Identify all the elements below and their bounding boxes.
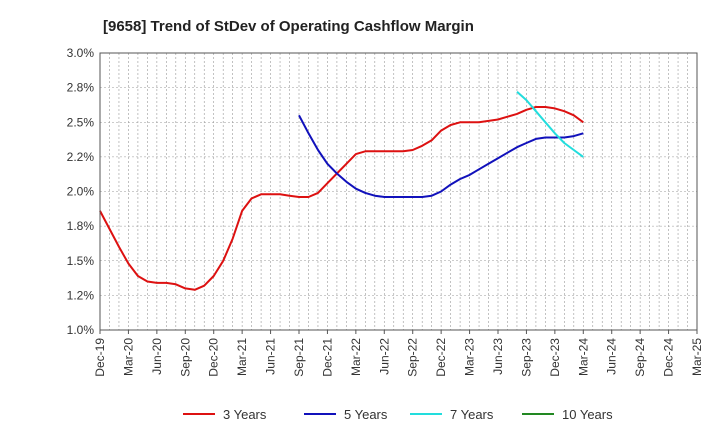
y-tick-label: 2.0% [67,185,95,199]
series-line-5-years [298,114,584,198]
legend-label: 5 Years [344,407,388,422]
legend-label: 10 Years [562,407,613,422]
grid [100,53,697,330]
plot-frame [99,52,698,331]
series-line-7-years [516,91,584,158]
y-tick-label: 1.0% [67,323,95,337]
x-tick-label: Dec-21 [320,338,334,377]
x-tick-label: Mar-23 [463,338,477,376]
x-tick-label: Mar-20 [121,338,135,376]
x-tick-label: Jun-21 [264,338,278,375]
y-tick-label: 1.5% [67,254,95,268]
x-tick-label: Sep-23 [519,338,533,377]
x-tick-label: Mar-24 [576,338,590,376]
x-tick-label: Jun-24 [605,338,619,375]
x-tick-label: Dec-19 [93,338,107,377]
x-tick-label: Sep-22 [406,338,420,377]
x-tick-label: Dec-22 [434,338,448,377]
x-tick-label: Jun-23 [491,338,505,375]
x-axis-ticks: Dec-19 Mar-20 Jun-20 Sep-20 Dec-20 Mar-21 Jun-… [93,330,704,377]
y-axis-ticks: 1.0% 1.2% 1.5% 1.8% 2.0% 2.2% 2.5% 2.8% 3.0% [67,46,95,337]
y-tick-label: 2.8% [67,81,95,95]
x-tick-label: Dec-20 [207,338,221,377]
x-tick-label: Mar-21 [235,338,249,376]
legend-label: 7 Years [450,407,494,422]
legend: 3 Years 5 Years 7 Years 10 Years [183,407,613,422]
y-tick-label: 1.2% [67,288,95,302]
y-tick-label: 3.0% [67,46,95,60]
x-tick-label: Jun-20 [150,338,164,375]
y-tick-label: 2.2% [67,150,95,164]
x-tick-label: Sep-20 [178,338,192,377]
x-tick-label: Dec-24 [662,338,676,377]
x-tick-label: Mar-25 [690,338,704,376]
series-lines [99,91,584,291]
x-tick-label: Dec-23 [548,338,562,377]
y-tick-label: 1.8% [67,219,95,233]
x-tick-label: Jun-22 [377,338,391,375]
legend-label: 3 Years [223,407,267,422]
y-tick-label: 2.5% [67,115,95,129]
chart-title: [9658] Trend of StDev of Operating Cashf… [103,18,474,35]
x-tick-label: Mar-22 [349,338,363,376]
x-tick-label: Sep-21 [292,338,306,377]
series-line-3-years [99,106,584,291]
x-tick-label: Sep-24 [633,338,647,377]
